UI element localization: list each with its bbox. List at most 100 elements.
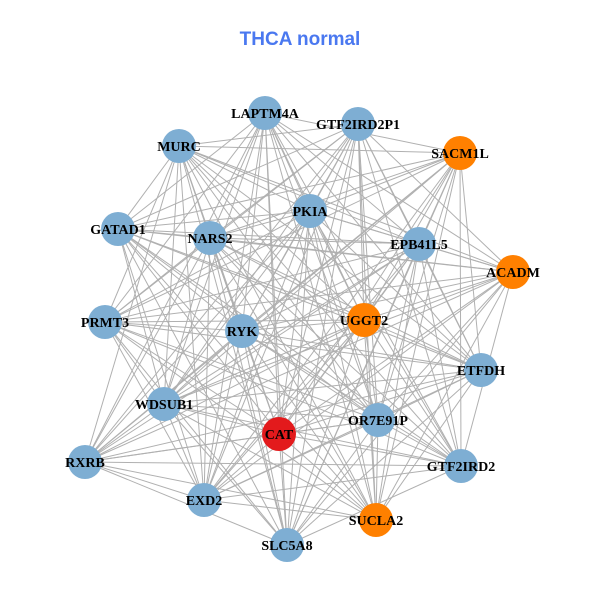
node-gtf2ird2[interactable]: GTF2IRD2	[427, 449, 495, 483]
edge-laptm4a-ryk	[241, 112, 266, 332]
node-label: SUCLA2	[349, 514, 403, 529]
edge-rxrb-gtf2ird2	[84, 461, 462, 467]
edge-acadm-uggt2	[363, 271, 514, 321]
edge-pkia-sucla2	[309, 210, 377, 521]
edge-uggt2-cat	[278, 319, 365, 435]
node-label: RXRB	[65, 456, 105, 471]
node-label: MURC	[157, 140, 201, 155]
edge-epb41l5-or7e91p	[377, 243, 420, 421]
edge-nars2-sucla2	[209, 237, 377, 521]
node-circle	[187, 483, 221, 517]
node-circle	[225, 314, 259, 348]
node-ryk[interactable]: RYK	[225, 314, 259, 348]
edge-murc-slc5a8	[178, 145, 288, 546]
edge-gatad1-wdsub1	[117, 228, 165, 405]
edge-sacm1l-sucla2	[375, 152, 461, 521]
edge-etfdh-slc5a8	[286, 369, 482, 546]
edge-epb41l5-wdsub1	[163, 243, 420, 405]
node-circle	[359, 503, 393, 537]
edge-laptm4a-acadm	[264, 112, 514, 273]
node-sucla2[interactable]: SUCLA2	[349, 503, 403, 537]
node-circle	[262, 417, 296, 451]
node-acadm[interactable]: ACADM	[486, 255, 540, 289]
node-label: GTF2IRD2P1	[316, 118, 400, 133]
node-murc[interactable]: MURC	[157, 129, 201, 163]
node-or7e91p[interactable]: OR7E91P	[348, 403, 408, 437]
edge-nars2-uggt2	[209, 237, 365, 321]
edge-ryk-gtf2ird2	[241, 330, 462, 467]
edge-gatad1-ryk	[117, 228, 243, 332]
edge-murc-acadm	[178, 145, 514, 273]
edge-pkia-slc5a8	[286, 210, 311, 546]
node-nars2[interactable]: NARS2	[187, 221, 233, 255]
node-circle	[464, 353, 498, 387]
edge-sacm1l-murc	[178, 145, 461, 154]
node-circle	[402, 227, 436, 261]
figure-title: THCA normal	[239, 29, 361, 50]
edge-epb41l5-gtf2ird2	[418, 243, 462, 467]
edge-pkia-gatad1	[117, 210, 311, 230]
edge-sacm1l-exd2	[203, 152, 461, 501]
edge-sacm1l-pkia	[309, 152, 461, 212]
node-circle	[444, 449, 478, 483]
node-circle	[270, 528, 304, 562]
edge-nars2-slc5a8	[209, 237, 288, 546]
edge-ryk-etfdh	[241, 330, 482, 371]
node-prmt3[interactable]: PRMT3	[81, 305, 129, 339]
edge-pkia-exd2	[203, 210, 311, 501]
node-sacm1l[interactable]: SACM1L	[431, 136, 489, 170]
node-uggt2[interactable]: UGGT2	[340, 303, 388, 337]
edge-ryk-wdsub1	[163, 330, 243, 405]
node-label: SLC5A8	[261, 539, 312, 554]
edge-acadm-wdsub1	[163, 271, 514, 405]
node-etfdh[interactable]: ETFDH	[457, 353, 505, 387]
edge-gatad1-gtf2ird2	[117, 228, 462, 467]
node-laptm4a[interactable]: LAPTM4A	[231, 96, 300, 130]
edge-nars2-or7e91p	[209, 237, 379, 421]
edge-cat-rxrb	[84, 433, 280, 463]
node-cat[interactable]: CAT	[262, 417, 296, 451]
edge-gtf2ird2p1-cat	[278, 123, 359, 435]
node-circle	[147, 387, 181, 421]
edge-nars2-etfdh	[209, 237, 482, 371]
edge-pkia-wdsub1	[163, 210, 311, 405]
edge-uggt2-etfdh	[363, 319, 482, 371]
node-slc5a8[interactable]: SLC5A8	[261, 528, 313, 562]
node-exd2[interactable]: EXD2	[186, 483, 223, 517]
edge-exd2-sucla2	[203, 499, 377, 521]
edge-gtf2ird2p1-slc5a8	[286, 123, 359, 546]
edge-etfdh-wdsub1	[163, 369, 482, 405]
node-gtf2ird2p1[interactable]: GTF2IRD2P1	[316, 107, 400, 141]
edge-pkia-gtf2ird2	[309, 210, 462, 467]
edge-gtf2ird2p1-murc	[178, 123, 359, 147]
edge-ryk-exd2	[203, 330, 243, 501]
node-label: GTF2IRD2	[427, 460, 495, 475]
node-circle	[101, 212, 135, 246]
node-label: SACM1L	[431, 147, 489, 162]
node-circle	[443, 136, 477, 170]
edge-etfdh-cat	[278, 369, 482, 435]
edge-gtf2ird2p1-prmt3	[104, 123, 359, 323]
edge-gatad1-cat	[117, 228, 280, 435]
edge-epb41l5-sucla2	[375, 243, 420, 521]
node-label: CAT	[265, 428, 294, 443]
node-circle	[88, 305, 122, 339]
edge-gtf2ird2p1-acadm	[357, 123, 514, 273]
edge-sacm1l-gtf2ird2	[459, 152, 462, 467]
edge-murc-pkia	[178, 145, 311, 212]
node-wdsub1[interactable]: WDSUB1	[135, 387, 193, 421]
node-pkia[interactable]: PKIA	[293, 194, 329, 228]
node-rxrb[interactable]: RXRB	[65, 445, 105, 479]
edge-uggt2-rxrb	[84, 319, 365, 463]
edge-acadm-prmt3	[104, 271, 514, 323]
edge-rxrb-sucla2	[84, 461, 377, 521]
node-gatad1[interactable]: GATAD1	[90, 212, 146, 246]
edge-murc-rxrb	[84, 145, 180, 463]
edge-epb41l5-ryk	[241, 243, 420, 332]
edge-uggt2-slc5a8	[286, 319, 365, 546]
edge-murc-gatad1	[117, 145, 180, 230]
node-epb41l5[interactable]: EPB41L5	[390, 227, 448, 261]
edge-nars2-rxrb	[84, 237, 211, 463]
